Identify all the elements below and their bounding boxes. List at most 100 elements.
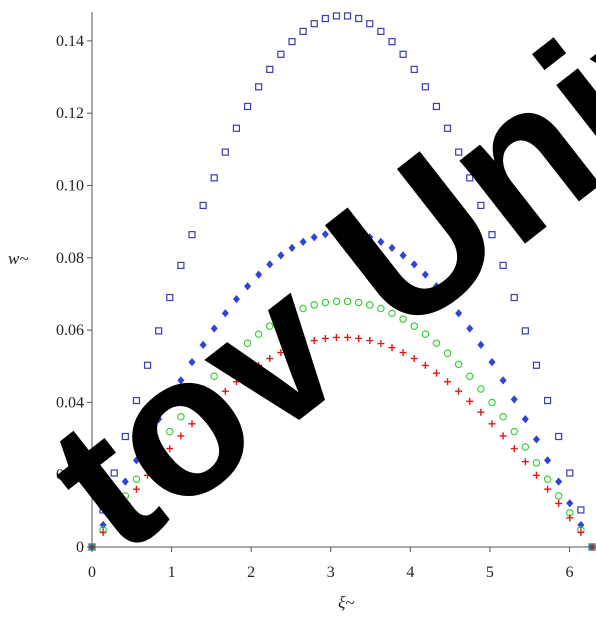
y-tick-label: 0.10 bbox=[56, 178, 84, 195]
data-point bbox=[255, 361, 263, 369]
data-point bbox=[121, 477, 129, 486]
data-point bbox=[510, 395, 518, 404]
data-point bbox=[255, 83, 263, 91]
data-point bbox=[566, 469, 574, 477]
data-point bbox=[243, 102, 252, 111]
data-point bbox=[210, 324, 218, 333]
data-point bbox=[188, 231, 196, 239]
data-point bbox=[277, 349, 285, 357]
data-point bbox=[166, 427, 174, 436]
x-tick-label: 1 bbox=[168, 564, 176, 581]
axes bbox=[91, 12, 596, 548]
data-point bbox=[232, 349, 241, 358]
data-point bbox=[455, 309, 463, 318]
data-point bbox=[554, 492, 563, 500]
data-point bbox=[366, 337, 374, 345]
data-point bbox=[310, 20, 318, 28]
data-point bbox=[432, 282, 440, 291]
data-point bbox=[177, 261, 185, 270]
data-point bbox=[377, 27, 385, 35]
data-point bbox=[555, 432, 563, 441]
data-point bbox=[266, 260, 274, 269]
data-point bbox=[321, 298, 330, 307]
data-point bbox=[355, 230, 363, 239]
data-point bbox=[421, 270, 429, 279]
watermark: tov Univ bbox=[9, 0, 596, 594]
data-point bbox=[521, 443, 530, 451]
x-tick-label: 5 bbox=[486, 564, 494, 581]
data-point bbox=[366, 20, 374, 28]
data-point bbox=[155, 414, 163, 424]
data-point bbox=[321, 334, 329, 342]
data-point bbox=[410, 260, 418, 269]
data-point bbox=[355, 334, 363, 342]
data-point bbox=[244, 369, 252, 377]
data-point bbox=[266, 355, 274, 363]
data-point bbox=[221, 148, 229, 156]
data-point bbox=[155, 327, 163, 335]
data-point bbox=[243, 339, 252, 347]
plot-area bbox=[88, 12, 596, 552]
data-point bbox=[277, 50, 285, 58]
data-point bbox=[154, 443, 163, 451]
data-point bbox=[410, 355, 418, 363]
data-point bbox=[421, 330, 430, 338]
data-point bbox=[443, 349, 452, 358]
data-point bbox=[210, 372, 218, 380]
data-point bbox=[110, 499, 118, 508]
data-point bbox=[232, 295, 240, 304]
data-point bbox=[332, 297, 341, 306]
data-point bbox=[310, 233, 318, 242]
data-point bbox=[466, 372, 474, 380]
data-point bbox=[466, 397, 474, 405]
watermark-text: tov Univ bbox=[9, 0, 596, 594]
data-point bbox=[110, 514, 118, 522]
data-point bbox=[255, 270, 263, 279]
data-point bbox=[532, 459, 541, 467]
data-point bbox=[455, 148, 463, 156]
y-tick-label: 0.14 bbox=[56, 33, 84, 50]
x-tick-label: 6 bbox=[565, 564, 573, 581]
data-point bbox=[254, 330, 263, 338]
data-point bbox=[232, 124, 241, 132]
data-point bbox=[210, 397, 218, 405]
data-point bbox=[232, 378, 240, 386]
x-tick-label: 0 bbox=[88, 564, 96, 581]
data-point bbox=[299, 27, 307, 35]
data-point bbox=[288, 309, 296, 317]
data-point bbox=[510, 445, 518, 453]
data-point bbox=[477, 408, 485, 416]
data-point bbox=[132, 396, 141, 405]
y-tick-label: 0.12 bbox=[56, 105, 84, 122]
data-point bbox=[443, 124, 452, 132]
data-point bbox=[521, 327, 529, 335]
x-tick-label: 2 bbox=[247, 564, 255, 581]
series-diamond bbox=[88, 228, 596, 552]
data-point bbox=[477, 201, 485, 210]
data-point bbox=[143, 361, 152, 369]
data-point bbox=[121, 432, 129, 441]
data-point bbox=[421, 83, 429, 91]
data-point bbox=[221, 360, 230, 369]
data-point bbox=[355, 14, 363, 23]
data-point bbox=[199, 201, 207, 210]
data-point bbox=[510, 427, 518, 436]
data-point bbox=[488, 358, 496, 367]
data-point bbox=[188, 420, 196, 428]
data-point bbox=[177, 432, 185, 440]
data-point bbox=[288, 344, 296, 352]
data-point bbox=[344, 228, 352, 237]
data-point bbox=[388, 243, 396, 253]
data-point bbox=[521, 414, 529, 424]
data-point bbox=[199, 385, 207, 393]
data-point bbox=[166, 293, 174, 302]
data-point bbox=[377, 237, 385, 246]
data-point bbox=[510, 293, 518, 302]
data-point bbox=[199, 340, 207, 349]
data-point bbox=[299, 304, 307, 313]
data-point bbox=[399, 50, 407, 58]
y-axis-label: w~ bbox=[8, 249, 29, 268]
data-point bbox=[321, 230, 329, 239]
data-point bbox=[144, 471, 152, 479]
data-point bbox=[388, 38, 396, 46]
